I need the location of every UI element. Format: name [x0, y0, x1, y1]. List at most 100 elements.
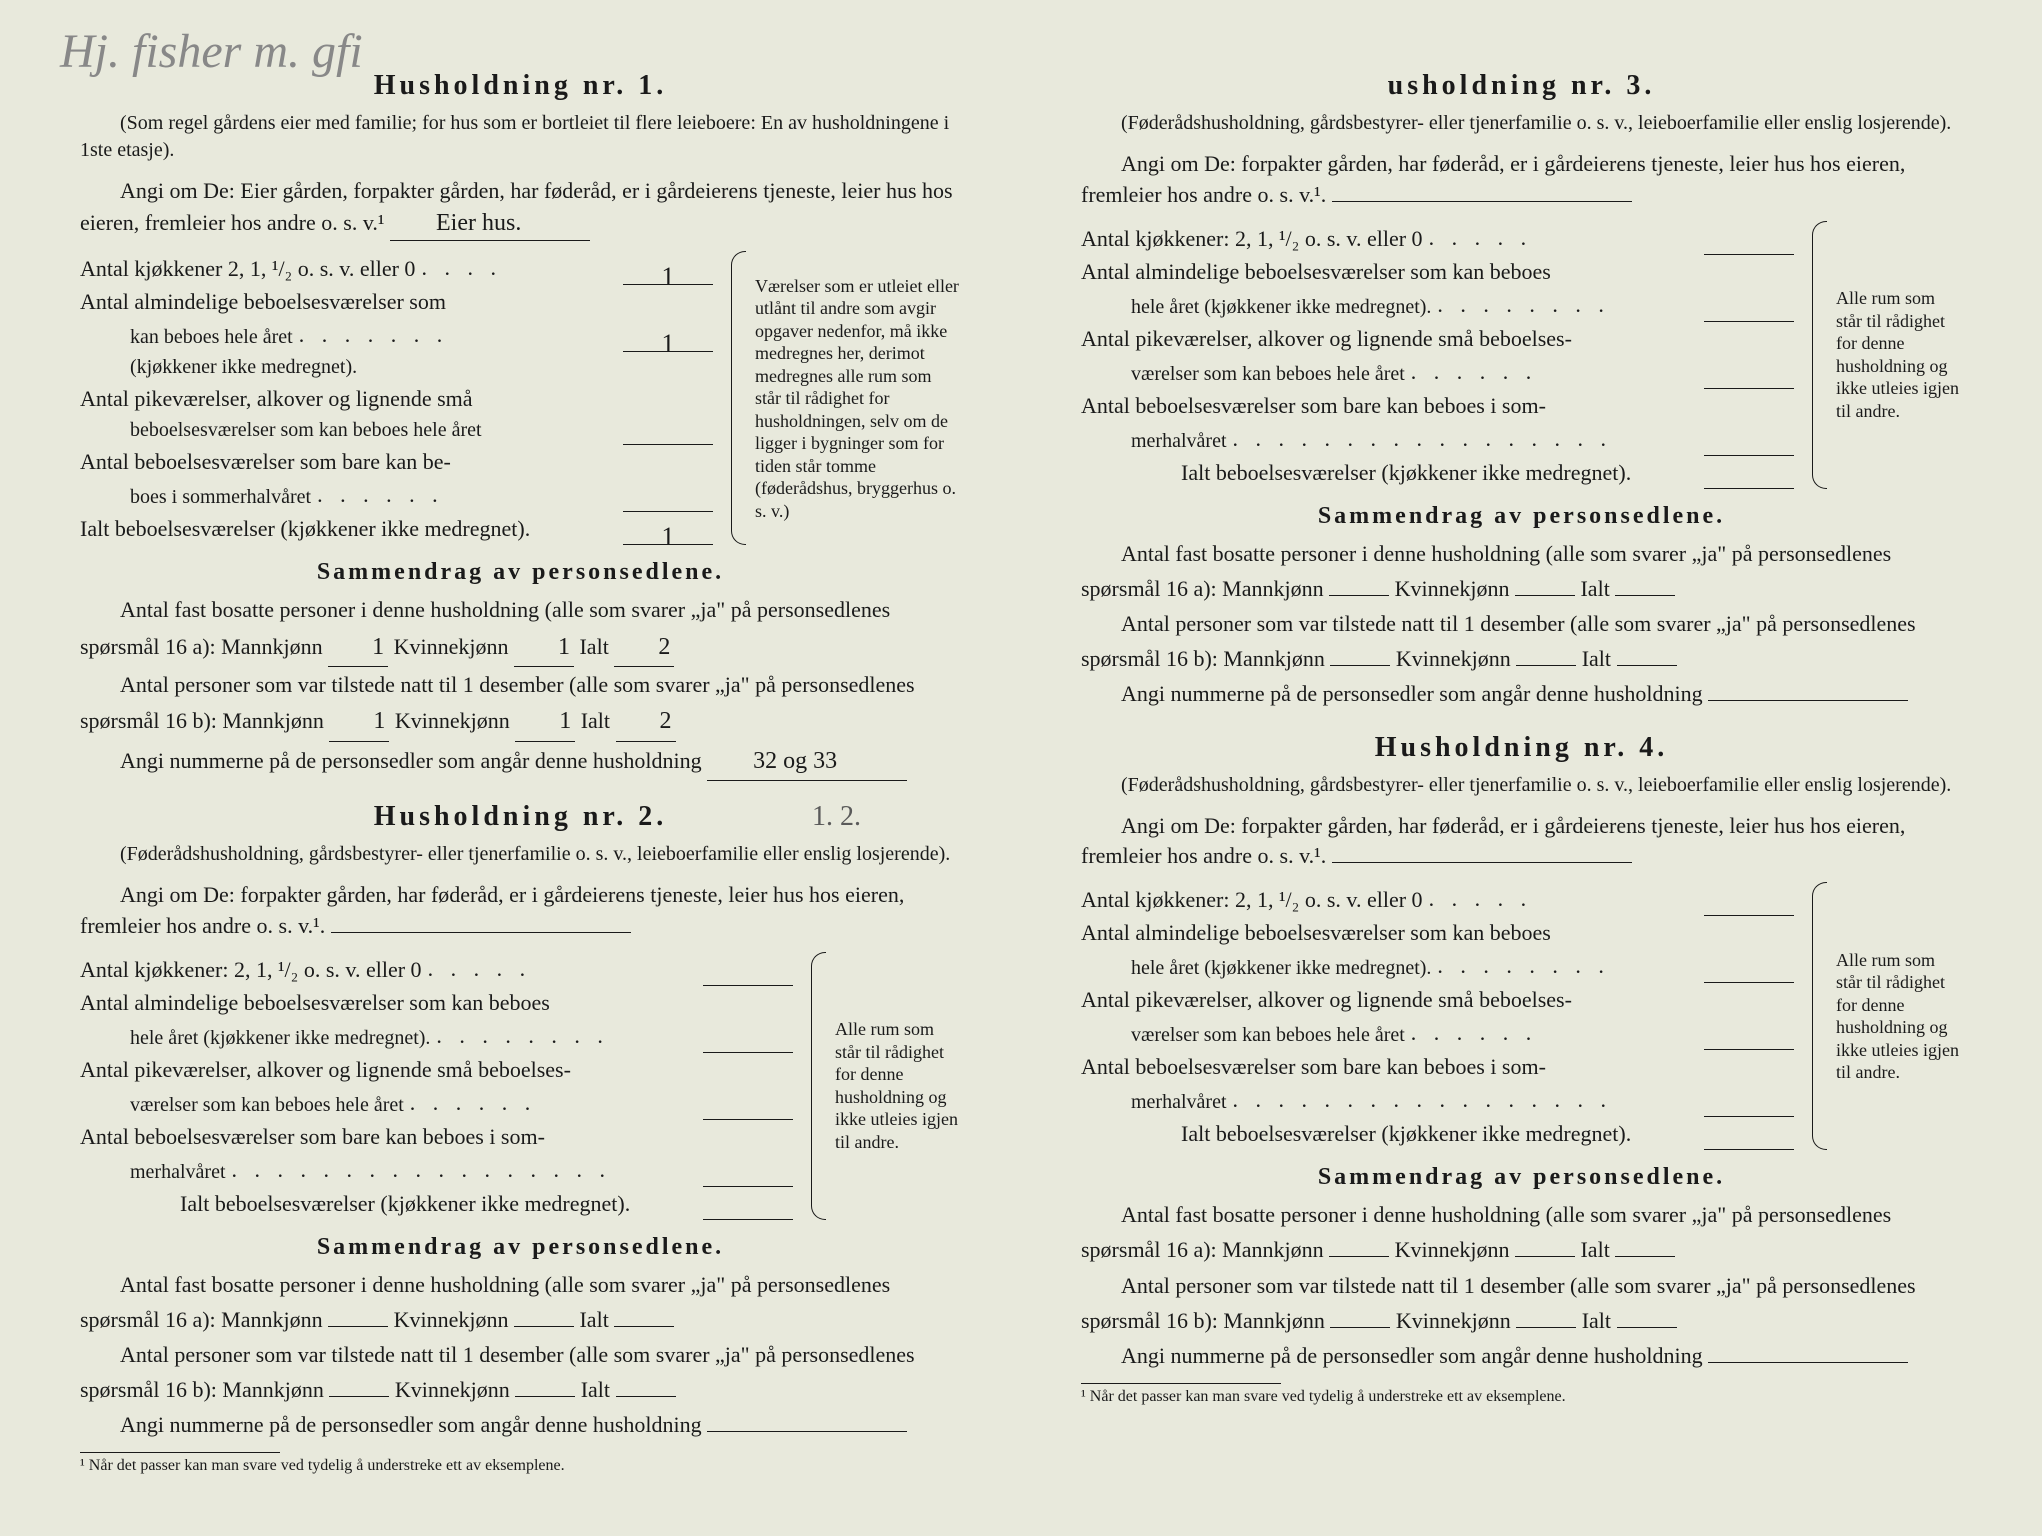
- h2-prompt: Angi om De: forpakter gården, har føderå…: [80, 880, 961, 942]
- h1-numline: Angi nummerne på de personsedler som ang…: [80, 742, 961, 781]
- h2-numline-val: [707, 1431, 907, 1432]
- form-spread: Husholdning nr. 1. (Som regel gårdens ei…: [60, 40, 1982, 1475]
- dots: . . . . . . . . . . . . . . . . .: [1227, 1083, 1705, 1117]
- h4-s16b: Antal personer som var tilstede natt til…: [1081, 1268, 1962, 1338]
- h3-s16b-k-lbl: Kvinnekjønn: [1396, 646, 1511, 671]
- h3-s16b: Antal personer som var tilstede natt til…: [1081, 606, 1962, 676]
- h4-numline-val: [1708, 1362, 1908, 1363]
- h4-som-value: [1704, 1089, 1794, 1117]
- h4-numline-text: Angi nummerne på de personsedler som ang…: [1121, 1343, 1703, 1368]
- h4-s16b-k: [1516, 1327, 1576, 1328]
- h1-kjok-value: 1: [623, 257, 713, 285]
- h3-s16a-i: [1615, 595, 1675, 596]
- h3-summary-title: Sammendrag av personsedlene.: [1081, 503, 1962, 530]
- dots: . . . . . . . . . . . . . . . . .: [226, 1153, 704, 1187]
- h1-som-l2: boes i sommerhalvåret: [80, 482, 311, 512]
- h3-s16a-k: [1515, 595, 1575, 596]
- h4-pike-value: [1704, 1022, 1794, 1050]
- h1-alm-value: 1: [623, 324, 713, 352]
- h2-s16a-k-lbl: Kvinnekjønn: [394, 1307, 509, 1332]
- section-husholdning-4: Husholdning nr. 4. (Føderådshusholdning,…: [1081, 732, 1962, 1407]
- h2-som-value: [703, 1159, 793, 1187]
- h2-s16a-i: [614, 1326, 674, 1327]
- h3-fields: Antal kjøkkener: 2, 1, ¹/₂ o. s. v. elle…: [1081, 221, 1794, 489]
- dots: . . . . . .: [1405, 355, 1704, 389]
- h4-fields: Antal kjøkkener: 2, 1, ¹/₂ o. s. v. elle…: [1081, 882, 1794, 1150]
- dots: . . . . . .: [311, 478, 623, 512]
- dots: [530, 544, 623, 545]
- h2-s16b-i: [616, 1396, 676, 1397]
- h3-prompt: Angi om De: forpakter gården, har føderå…: [1081, 149, 1962, 211]
- h4-prompt-fill: [1332, 862, 1632, 863]
- h1-prompt-fill: Eier hus.: [390, 207, 590, 242]
- h4-s16a-i-lbl: Ialt: [1580, 1237, 1609, 1262]
- h2-prompt-fill: [331, 932, 631, 933]
- h1-s16a-k: 1: [514, 628, 574, 667]
- h4-s16a-k: [1515, 1256, 1575, 1257]
- h4-kjok-value: [1704, 888, 1794, 916]
- h2-fields: Antal kjøkkener: 2, 1, ¹/₂ o. s. v. elle…: [80, 952, 793, 1220]
- h1-numline-text: Angi nummerne på de personsedler som ang…: [120, 748, 702, 773]
- h4-fields-block: Antal kjøkkener: 2, 1, ¹/₂ o. s. v. elle…: [1081, 882, 1962, 1150]
- footnote-rule-left: [80, 1452, 280, 1453]
- h3-pike-value: [1704, 361, 1794, 389]
- h1-prompt: Angi om De: Eier gården, forpakter gårde…: [80, 176, 961, 241]
- h4-prompt: Angi om De: forpakter gården, har føderå…: [1081, 811, 1962, 873]
- dots: . . . . . .: [404, 1086, 703, 1120]
- h2-s16a-m: [328, 1326, 388, 1327]
- h1-ialt-label: Ialt beboelsesværelser (kjøkkener ikke m…: [80, 512, 530, 545]
- h1-ialt-value: 1: [623, 517, 713, 545]
- h2-ialt-label: Ialt beboelsesværelser (kjøkkener ikke m…: [80, 1187, 630, 1220]
- h4-ialt-value: [1704, 1122, 1794, 1150]
- dots: [482, 444, 623, 445]
- h3-ialt-value: [1704, 461, 1794, 489]
- h4-brace-note: Alle rum som står til rådighet for denne…: [1812, 882, 1962, 1150]
- h2-s16a-k: [514, 1326, 574, 1327]
- h3-prompt-text: Angi om De: forpakter gården, har føderå…: [1081, 151, 1905, 207]
- h4-s16a-m: [1329, 1256, 1389, 1257]
- h4-s16b-m: [1330, 1327, 1390, 1328]
- h1-s16b-m: 1: [329, 702, 389, 741]
- h1-som-l1: Antal beboelsesværelser som bare kan be-: [80, 445, 451, 478]
- h4-s16b-k-lbl: Kvinnekjønn: [1396, 1308, 1511, 1333]
- h1-s16a: Antal fast bosatte personer i denne hush…: [80, 592, 961, 667]
- right-page: usholdning nr. 3. (Føderådshusholdning, …: [1061, 50, 1982, 1475]
- h1-alm-l2: kan beboes hele året: [80, 322, 293, 352]
- h2-s16b: Antal personer som var tilstede natt til…: [80, 1337, 961, 1407]
- h1-kjok-label: Antal kjøkkener 2, 1, ¹/₂ o. s. v. eller…: [80, 252, 415, 285]
- h3-brace-note: Alle rum som står til rådighet for denne…: [1812, 221, 1962, 489]
- h3-s16b-i-lbl: Ialt: [1582, 646, 1611, 671]
- h2-summary-title: Sammendrag av personsedlene.: [80, 1234, 961, 1261]
- h3-s16b-m: [1330, 665, 1390, 666]
- h3-kjok-label: Antal kjøkkener: 2, 1, ¹/₂ o. s. v. elle…: [1081, 222, 1423, 255]
- h1-pike-value: [623, 417, 713, 445]
- h3-alm-l1: Antal almindelige beboelsesværelser som …: [1081, 255, 1551, 288]
- h1-fields-block: Antal kjøkkener 2, 1, ¹/₂ o. s. v. eller…: [80, 251, 961, 545]
- dots: . . . . . . .: [293, 318, 623, 352]
- h4-footnote: ¹ Når det passer kan man svare ved tydel…: [1081, 1388, 1962, 1406]
- h2-s16a-i-lbl: Ialt: [579, 1307, 608, 1332]
- h2-alm-l2: hele året (kjøkkener ikke medregnet).: [80, 1023, 430, 1053]
- h2-fields-block: Antal kjøkkener: 2, 1, ¹/₂ o. s. v. elle…: [80, 952, 961, 1220]
- h1-pike-l2: beboelsesværelser som kan beboes hele år…: [80, 415, 482, 445]
- h3-s16a: Antal fast bosatte personer i denne hush…: [1081, 536, 1962, 606]
- h1-brace-text: Værelser som er utleiet eller utlånt til…: [755, 275, 961, 523]
- h1-fields: Antal kjøkkener 2, 1, ¹/₂ o. s. v. eller…: [80, 251, 713, 545]
- h4-som-l2: merhalvåret: [1081, 1087, 1227, 1117]
- footnote-rule-right: [1081, 1383, 1281, 1384]
- h4-s16a-i: [1615, 1256, 1675, 1257]
- h4-intro: (Føderådshusholdning, gårdsbestyrer- ell…: [1081, 772, 1962, 799]
- h2-intro: (Føderådshusholdning, gårdsbestyrer- ell…: [80, 841, 961, 868]
- h1-s16a-i-lbl: Ialt: [579, 634, 608, 659]
- h3-s16a-m: [1329, 595, 1389, 596]
- dots: [1631, 1149, 1704, 1150]
- h1-s16b-k: 1: [515, 702, 575, 741]
- h2-pike-value: [703, 1092, 793, 1120]
- dots: . . . . .: [1423, 221, 1704, 255]
- h3-som-l2: merhalvåret: [1081, 426, 1227, 456]
- h2-pike-l2: værelser som kan beboes hele året: [80, 1090, 404, 1120]
- h4-prompt-text: Angi om De: forpakter gården, har føderå…: [1081, 813, 1905, 869]
- dots: . . . . .: [1423, 882, 1704, 916]
- h2-ialt-value: [703, 1192, 793, 1220]
- h1-summary-title: Sammendrag av personsedlene.: [80, 559, 961, 586]
